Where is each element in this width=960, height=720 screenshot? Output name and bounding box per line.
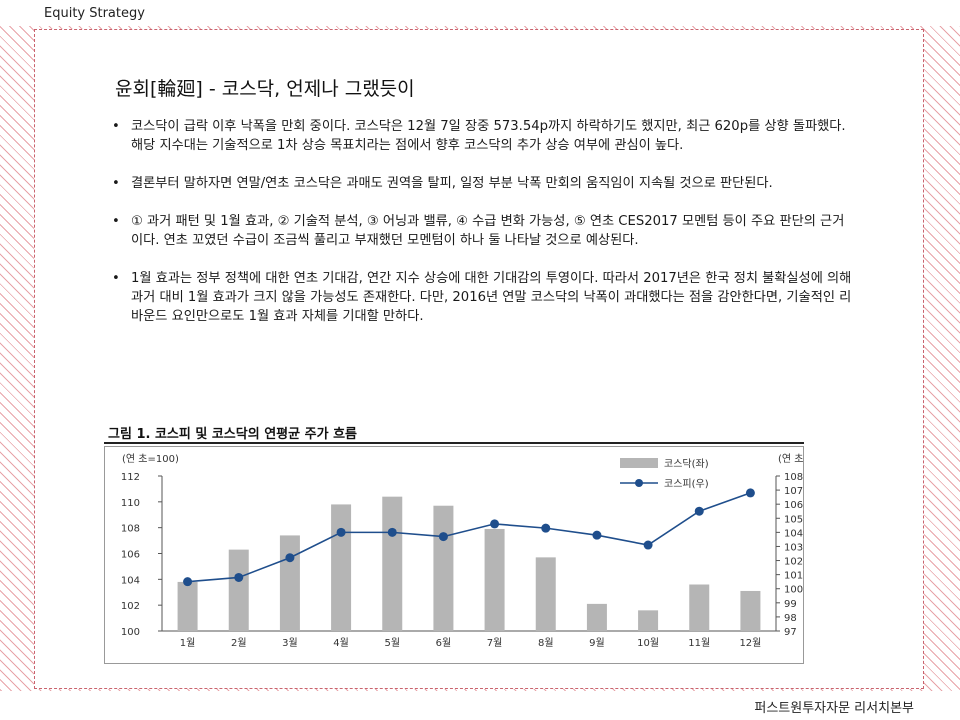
kospi-point <box>183 577 193 587</box>
bullet-item: 코스닥이 급락 이후 낙폭을 만회 중이다. 코스닥은 12월 7일 장중 57… <box>112 117 852 155</box>
kosdaq-bar <box>689 584 710 631</box>
left-tick-label: 104 <box>121 575 140 586</box>
header-bar <box>0 0 960 26</box>
kospi-point <box>490 519 500 529</box>
left-tick-label: 106 <box>121 550 140 561</box>
right-tick-label: 107 <box>784 486 803 497</box>
x-tick-label: 6월 <box>436 637 452 649</box>
kospi-point <box>541 523 551 533</box>
kosdaq-bar <box>279 535 300 631</box>
x-tick-label: 7월 <box>487 637 503 649</box>
chart-frame <box>104 446 804 664</box>
kosdaq-bar <box>228 549 249 631</box>
right-tick-label: 108 <box>784 472 803 483</box>
left-tick-label: 110 <box>121 498 140 509</box>
footer-label: 퍼스트원투자자문 리서치본부 <box>754 701 914 716</box>
x-tick-label: 10월 <box>637 637 659 649</box>
x-tick-label: 2월 <box>231 637 247 649</box>
kospi-point <box>745 488 755 498</box>
legend-kospi-marker <box>635 479 643 487</box>
footer-bar <box>0 691 960 720</box>
kospi-point <box>234 572 244 582</box>
x-tick-label: 4월 <box>333 637 349 649</box>
right-tick-label: 97 <box>784 627 797 638</box>
left-tick-label: 100 <box>121 627 140 638</box>
kospi-point <box>694 506 704 516</box>
legend-kosdaq-swatch <box>620 458 658 468</box>
x-tick-label: 11월 <box>688 637 710 649</box>
right-tick-label: 101 <box>784 571 803 582</box>
right-axis-label: (연 초=100) <box>778 453 804 465</box>
kospi-point <box>438 532 448 542</box>
kospi-line <box>187 492 751 583</box>
right-tick-label: 105 <box>784 514 803 525</box>
right-tick-label: 106 <box>784 500 803 511</box>
figure-title: 그림 1. 코스피 및 코스닥의 연평균 주가 흐름 <box>108 427 357 442</box>
kospi-kosdaq-chart: (연 초=100) (연 초=100) 100 102 104 106 108 110 11… <box>104 446 804 664</box>
kospi-point <box>643 540 653 550</box>
right-tick-label: 98 <box>784 613 797 624</box>
kosdaq-bar <box>586 603 607 631</box>
kospi-point <box>285 553 295 563</box>
kosdaq-bar <box>638 610 659 631</box>
kosdaq-bar <box>740 590 761 631</box>
x-tick-label: 1월 <box>180 637 196 649</box>
x-tick-label: 9월 <box>589 637 605 649</box>
right-tick-label: 102 <box>784 557 803 568</box>
figure-title-rule <box>104 442 804 444</box>
x-tick-label: 12월 <box>739 637 761 649</box>
bullet-list: 코스닥이 급락 이후 낙폭을 만회 중이다. 코스닥은 12월 7일 장중 57… <box>112 117 852 345</box>
right-tick-label: 104 <box>784 528 803 539</box>
kospi-point <box>592 530 602 540</box>
left-tick-label: 108 <box>121 524 140 535</box>
left-tick-label: 102 <box>121 601 140 612</box>
page-title: 윤회[輪廻] - 코스닥, 언제나 그랬듯이 <box>115 78 415 100</box>
x-tick-label: 3월 <box>282 637 298 649</box>
legend-kospi-label: 코스피(우) <box>664 478 709 490</box>
kospi-point <box>336 527 346 537</box>
left-axis-label: (연 초=100) <box>122 453 179 465</box>
kosdaq-bar <box>331 504 352 631</box>
kospi-point <box>387 527 397 537</box>
kosdaq-bar <box>535 557 556 631</box>
x-tick-label: 5월 <box>384 637 400 649</box>
kosdaq-bar <box>177 581 198 631</box>
kosdaq-bar <box>382 496 403 631</box>
kosdaq-bar <box>484 528 505 631</box>
legend-kosdaq-label: 코스닥(좌) <box>664 458 709 470</box>
right-tick-label: 103 <box>784 542 803 553</box>
left-tick-label: 112 <box>121 472 140 483</box>
right-tick-label: 99 <box>784 599 797 610</box>
header-label: Equity Strategy <box>44 6 145 21</box>
x-tick-label: 8월 <box>538 637 554 649</box>
bullet-item: ① 과거 패턴 및 1월 효과, ② 기술적 분석, ③ 어닝과 밸류, ④ 수… <box>112 212 852 250</box>
right-tick-label: 100 <box>784 585 803 596</box>
kosdaq-bar <box>433 505 454 631</box>
bullet-item: 결론부터 말하자면 연말/연초 코스닥은 과매도 권역을 탈피, 일정 부분 낙… <box>112 174 852 193</box>
bullet-item: 1월 효과는 정부 정책에 대한 연초 기대감, 연간 지수 상승에 대한 기대… <box>112 269 852 326</box>
